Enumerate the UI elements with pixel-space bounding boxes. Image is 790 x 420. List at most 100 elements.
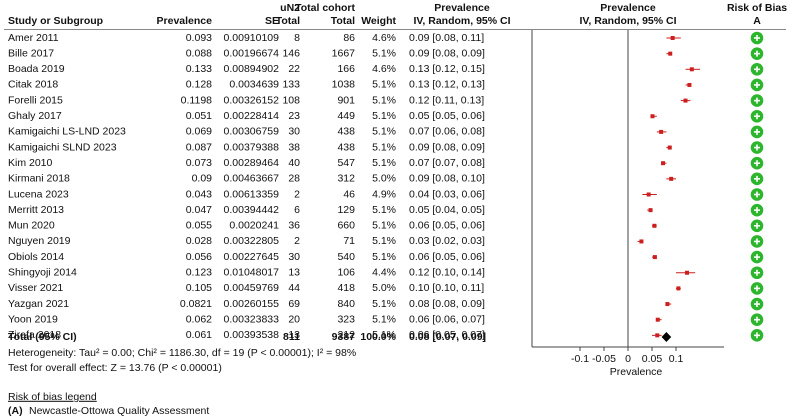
- total: 166: [337, 63, 355, 75]
- study-name: Boada 2019: [8, 63, 65, 75]
- total-events: 811: [283, 331, 300, 343]
- study-name: Bille 2017: [8, 47, 54, 59]
- ci-label: 0.03 [0.02, 0.03]: [409, 235, 485, 247]
- events: 28: [288, 173, 300, 185]
- point-estimate: [639, 239, 644, 244]
- study-name: Zirafa 2018: [8, 329, 61, 341]
- total: 71: [343, 235, 355, 247]
- events: 6: [294, 204, 300, 216]
- x-tick-label: 0.1: [669, 353, 684, 365]
- total: 312: [337, 173, 355, 185]
- weight: 5.1%: [372, 126, 396, 138]
- weight: 5.1%: [372, 157, 396, 169]
- se: 0.00379388: [224, 141, 280, 153]
- se: 0.00260155: [224, 298, 280, 310]
- se: 0.01048017: [224, 267, 280, 279]
- ci-label: 0.13 [0.12, 0.13]: [409, 79, 485, 91]
- total: 449: [337, 110, 355, 122]
- header-ci-group: Prevalence: [434, 2, 490, 14]
- weight: 5.1%: [372, 110, 396, 122]
- events: 40: [288, 157, 300, 169]
- ci-label: 0.07 [0.06, 0.08]: [409, 126, 485, 138]
- point-estimate: [665, 302, 670, 307]
- se: 0.00227645: [224, 251, 280, 263]
- header-events-group: uN2: [280, 2, 300, 14]
- point-estimate: [667, 145, 672, 150]
- weight: 5.0%: [372, 282, 396, 294]
- prevalence: 0.055: [186, 220, 212, 232]
- se: 0.00910109: [224, 32, 280, 44]
- point-estimate: [646, 192, 651, 197]
- ci-label: 0.12 [0.11, 0.13]: [409, 94, 484, 106]
- events: 69: [288, 298, 300, 310]
- total: 540: [337, 251, 355, 263]
- total: 547: [337, 157, 355, 169]
- ci-label: 0.13 [0.12, 0.15]: [409, 63, 485, 75]
- weight: 5.1%: [372, 94, 396, 106]
- se: 0.00613359: [224, 188, 280, 200]
- total: 1038: [332, 79, 356, 91]
- header-se: SE: [265, 15, 279, 27]
- study-name: Yazgan 2021: [8, 298, 69, 310]
- header-total: Total: [331, 15, 355, 27]
- point-estimate: [648, 208, 653, 213]
- total: 1667: [332, 47, 356, 59]
- prevalence: 0.088: [186, 47, 212, 59]
- events: 38: [288, 141, 300, 153]
- prevalence: 0.128: [186, 79, 212, 91]
- study-name: Shingyoji 2014: [8, 267, 77, 279]
- se: 0.00894902: [224, 63, 280, 75]
- point-estimate: [669, 176, 674, 181]
- header-plot: IV, Random, 95% CI: [579, 15, 676, 27]
- point-estimate: [683, 98, 688, 103]
- x-tick-label: -0.1: [571, 353, 589, 365]
- ci-label: 0.08 [0.08, 0.09]: [409, 298, 485, 310]
- ci-label: 0.04 [0.03, 0.06]: [409, 188, 485, 200]
- point-estimate: [655, 333, 660, 338]
- events: 133: [282, 79, 300, 91]
- point-estimate: [659, 129, 664, 134]
- study-name: Obiols 2014: [8, 251, 64, 263]
- events: 2: [294, 188, 300, 200]
- weight: 5.0%: [372, 173, 396, 185]
- legend-title: Risk of bias legend: [8, 391, 97, 403]
- events: 23: [288, 110, 300, 122]
- point-estimate: [668, 51, 673, 56]
- ci-label: 0.09 [0.08, 0.11]: [409, 32, 484, 44]
- weight: 5.1%: [372, 220, 396, 232]
- prevalence: 0.062: [186, 313, 212, 325]
- weight: 5.1%: [372, 141, 396, 153]
- header-bias-domain: A: [753, 15, 761, 27]
- weight: 4.4%: [372, 267, 396, 279]
- total: 418: [337, 282, 355, 294]
- study-name: Kirmani 2018: [8, 173, 70, 185]
- prevalence: 0.0821: [180, 298, 212, 310]
- header-events: Total: [276, 15, 300, 27]
- events: 30: [288, 251, 300, 263]
- ci-label: 0.06 [0.05, 0.06]: [409, 220, 485, 232]
- prevalence: 0.073: [186, 157, 212, 169]
- ci-label: 0.09 [0.08, 0.09]: [409, 47, 485, 59]
- events: 108: [282, 94, 300, 106]
- total-total: 9387: [332, 331, 356, 343]
- point-estimate: [670, 36, 675, 40]
- study-name: Ghaly 2017: [8, 110, 62, 122]
- weight: 5.1%: [372, 79, 396, 91]
- x-tick-label: 0: [625, 353, 631, 365]
- se: 0.00393538: [224, 329, 280, 341]
- prevalence: 0.1198: [181, 94, 212, 106]
- prevalence: 0.123: [186, 267, 212, 279]
- header-prevalence: Prevalence: [157, 15, 213, 27]
- overall-test: Test for overall effect: Z = 13.76 (P < …: [8, 362, 222, 374]
- header-plot-group: Prevalence: [600, 2, 656, 14]
- se: 0.00323833: [224, 313, 280, 325]
- study-name: Nguyen 2019: [8, 235, 71, 247]
- point-estimate: [652, 255, 657, 260]
- se: 0.00459769: [224, 282, 280, 294]
- total: 323: [337, 313, 355, 325]
- legend-text: Newcastle-Ottowa Quality Assessment: [29, 405, 209, 417]
- total: 106: [337, 267, 355, 279]
- total: 212: [337, 329, 355, 341]
